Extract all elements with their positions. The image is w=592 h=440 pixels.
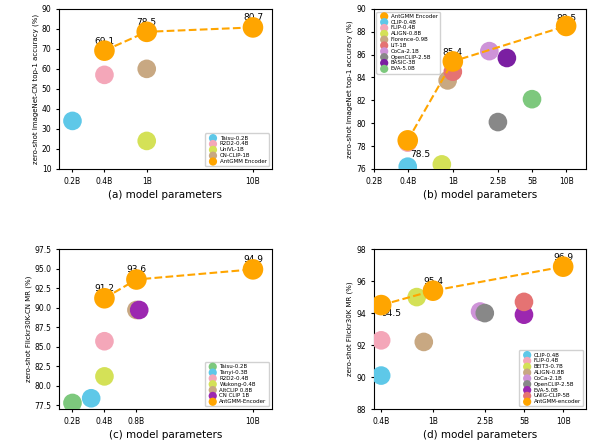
- Text: 96.9: 96.9: [553, 253, 573, 262]
- Text: 85.4: 85.4: [443, 48, 463, 57]
- Text: 95.4: 95.4: [423, 277, 443, 286]
- Text: 91.2: 91.2: [95, 284, 114, 293]
- Point: [99, 295, 109, 302]
- Point: [248, 266, 258, 273]
- Point: [99, 47, 109, 54]
- Point: [493, 118, 503, 125]
- Text: 93.6: 93.6: [126, 265, 146, 274]
- Point: [86, 395, 96, 402]
- Text: 78.5: 78.5: [410, 150, 430, 158]
- Point: [403, 139, 413, 146]
- Y-axis label: zero-shot Flickr30K-CN MR (%): zero-shot Flickr30K-CN MR (%): [25, 276, 32, 382]
- Point: [131, 306, 141, 313]
- Y-axis label: zero-shot ImageNet-CN top-1 accuracy (%): zero-shot ImageNet-CN top-1 accuracy (%): [33, 14, 39, 164]
- Legend: CLIP-0.4B, FLIP-0.4B, BEIT3-0.7B, ALIGN-0.8B, CoCa-2.1B, OpenCLIP-2.5B, EVA-5.0B: CLIP-0.4B, FLIP-0.4B, BEIT3-0.7B, ALIGN-…: [519, 350, 583, 407]
- Point: [561, 22, 571, 29]
- X-axis label: (d) model parameters: (d) model parameters: [423, 430, 537, 440]
- Point: [403, 163, 413, 170]
- Point: [527, 95, 537, 103]
- Point: [428, 287, 437, 294]
- Point: [134, 306, 144, 313]
- Point: [142, 28, 152, 35]
- Point: [558, 263, 568, 270]
- Text: 69.1: 69.1: [94, 37, 114, 46]
- Point: [99, 71, 109, 78]
- Point: [419, 338, 429, 345]
- Point: [443, 77, 452, 84]
- Point: [437, 161, 446, 168]
- Point: [99, 338, 109, 345]
- Point: [142, 65, 152, 72]
- Point: [377, 372, 386, 379]
- Point: [377, 337, 386, 344]
- Text: 78.5: 78.5: [137, 18, 157, 27]
- Legend: Taisu-0.2B, R2D2-0.4B, UniVL-1B, CN-CLIP-1B, AntGMM Encoder: Taisu-0.2B, R2D2-0.4B, UniVL-1B, CN-CLIP…: [205, 133, 269, 166]
- Point: [377, 301, 386, 308]
- X-axis label: (c) model parameters: (c) model parameters: [109, 430, 222, 440]
- Text: 94.5: 94.5: [381, 309, 401, 318]
- Point: [142, 137, 152, 144]
- Point: [403, 137, 413, 144]
- Point: [248, 24, 258, 31]
- Text: 88.5: 88.5: [556, 14, 576, 22]
- Point: [131, 276, 141, 283]
- Point: [485, 48, 494, 55]
- Text: 94.9: 94.9: [243, 255, 263, 264]
- Point: [448, 68, 458, 75]
- Point: [502, 55, 511, 62]
- Legend: Taisu-0.2B, Tanyi-0.3B, R2D2-0.4B, Wukong-0.4B, AltCLIP 0.8B, CN CLIP 1B, AntGMM: Taisu-0.2B, Tanyi-0.3B, R2D2-0.4B, Wukon…: [205, 362, 269, 407]
- Legend: AntGMM Encoder, CLIP-0.4B, FLIP-0.4B, ALIGN-0.8B, Florence-0.9B, LiT-1B, CoCa-2.: AntGMM Encoder, CLIP-0.4B, FLIP-0.4B, AL…: [377, 11, 440, 73]
- Point: [519, 311, 529, 318]
- Text: 80.7: 80.7: [243, 13, 263, 22]
- Y-axis label: zero-shot ImageNet top-1 accuracy (%): zero-shot ImageNet top-1 accuracy (%): [347, 20, 353, 158]
- X-axis label: (a) model parameters: (a) model parameters: [108, 190, 223, 200]
- Point: [412, 293, 422, 301]
- X-axis label: (b) model parameters: (b) model parameters: [423, 190, 537, 200]
- Y-axis label: zero-shot Flickr30K MR (%): zero-shot Flickr30K MR (%): [347, 282, 353, 377]
- Point: [448, 58, 458, 65]
- Point: [99, 373, 109, 380]
- Point: [475, 308, 485, 315]
- Point: [67, 400, 77, 407]
- Point: [519, 298, 529, 305]
- Point: [67, 117, 77, 125]
- Point: [480, 310, 490, 317]
